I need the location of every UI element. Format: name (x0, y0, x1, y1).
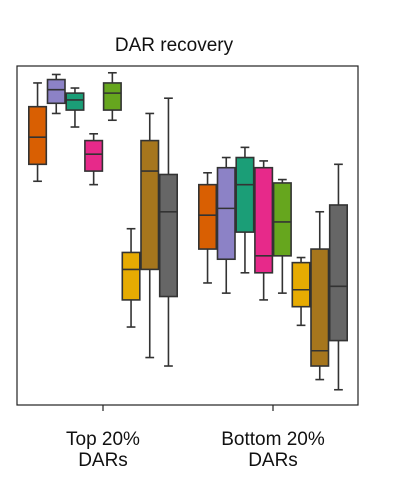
box-1-1 (27, 82, 48, 183)
box-2-1 (198, 171, 218, 284)
box-2-5 (272, 178, 292, 294)
box-iqr (65, 92, 85, 111)
box-iqr (27, 105, 48, 166)
plot-frame (16, 65, 359, 406)
box-1-3 (65, 87, 85, 128)
box-iqr (102, 82, 122, 111)
box-iqr (216, 166, 236, 261)
box-iqr (235, 156, 255, 233)
box-1-4 (84, 133, 104, 186)
box-iqr (328, 204, 349, 342)
box-2-8 (328, 163, 349, 391)
box-series (27, 71, 349, 391)
chart-title: DAR recovery (115, 35, 234, 56)
box-iqr (84, 139, 104, 172)
box-iqr (158, 173, 178, 298)
box-iqr (121, 251, 141, 301)
box-2-3 (235, 146, 255, 274)
box-2-4 (254, 160, 274, 301)
x-tick-label: Bottom 20% (221, 429, 325, 450)
box-iqr (140, 139, 160, 271)
box-2-6 (291, 256, 311, 327)
box-iqr (291, 261, 311, 308)
x-tick-label: Top 20% (66, 429, 140, 450)
box-iqr (198, 183, 218, 250)
box-1-7 (140, 112, 160, 359)
box-iqr (46, 78, 66, 105)
box-1-8 (158, 97, 178, 367)
box-iqr (272, 182, 292, 257)
box-1-6 (121, 227, 141, 328)
box-2-7 (310, 210, 330, 381)
x-tick-label: DARs (78, 450, 128, 471)
box-iqr (310, 248, 330, 367)
box-1-5 (102, 71, 122, 122)
box-2-2 (216, 156, 236, 294)
x-tick-label: DARs (248, 450, 298, 471)
box-iqr (254, 166, 274, 274)
box-1-2 (46, 73, 66, 115)
